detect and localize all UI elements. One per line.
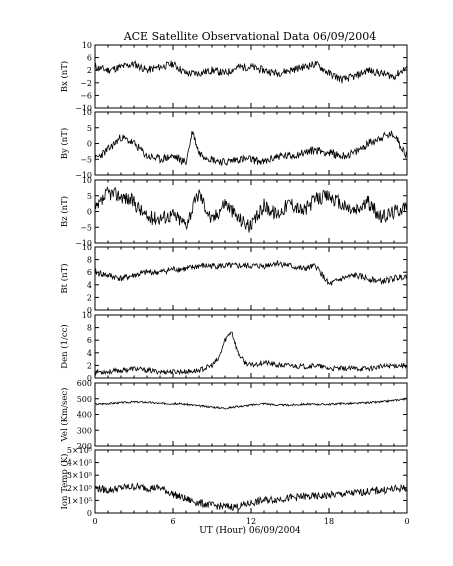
y-tick-label: 0 [87, 374, 92, 383]
y-axis-label: Ion Temp (K) [59, 454, 70, 510]
panel-frame [94, 449, 408, 514]
x-tick-label: 0 [92, 517, 97, 526]
panel-frame [94, 111, 408, 176]
y-tick-label: 5 [87, 124, 92, 133]
x-tick-label: 0 [404, 517, 409, 526]
panel-frame [94, 246, 408, 311]
y-tick-label: 2×10⁵ [67, 484, 92, 493]
y-axis-label: Bt (nT) [59, 263, 70, 293]
series-line [94, 482, 408, 512]
series-line [94, 331, 408, 376]
y-tick-label: 1×10⁵ [67, 496, 92, 505]
y-tick-label: 4 [87, 349, 92, 358]
panel-6: 600 500 400 300 200 Vel (Km/sec) [59, 379, 408, 451]
y-axis-label: Den (1/cc) [59, 324, 70, 368]
y-tick-label: −10 [75, 239, 92, 248]
y-tick-label: 2 [87, 293, 92, 302]
y-tick-label: 8 [87, 256, 92, 265]
y-tick-label: 0 [87, 509, 92, 518]
y-tick-label: 400 [77, 411, 92, 420]
series-line [94, 130, 408, 167]
y-tick-label: 0 [87, 208, 92, 217]
y-tick-label: 10 [82, 243, 92, 252]
panel-1: 10 6 2 −2 −6 −10 Bx (nT) [59, 41, 408, 113]
y-axis-label: Vel (Km/sec) [59, 388, 70, 443]
panel-frame [94, 382, 408, 447]
series-line [94, 260, 408, 286]
y-axis-label: Bz (nT) [59, 196, 70, 227]
series-line [94, 185, 408, 233]
y-tick-label: 0 [87, 140, 92, 149]
y-tick-label: −2 [80, 79, 92, 88]
y-tick-label: 500 [77, 395, 92, 404]
panel-2: 10 5 0 −5 −10 By (nT) [59, 108, 408, 180]
y-tick-label: 10 [82, 176, 92, 185]
y-tick-label: 6 [87, 268, 92, 277]
y-axis-label: By (nT) [59, 128, 70, 160]
y-tick-label: 600 [77, 379, 92, 388]
y-tick-label: 6 [87, 336, 92, 345]
x-tick-label: 6 [170, 517, 175, 526]
panels: 10 6 2 −2 −6 −10 Bx (nT) 10 5 0 −5 −10 By (nT) 10 5 0 −5… [59, 41, 410, 526]
y-axis-label: Bx (nT) [59, 61, 70, 93]
y-tick-label: 10 [82, 41, 92, 50]
series-line [94, 397, 408, 410]
y-tick-label: 8 [87, 324, 92, 333]
y-tick-label: 4 [87, 281, 92, 290]
x-tick-label: 12 [246, 517, 256, 526]
y-tick-label: 300 [77, 426, 92, 435]
figure-title: ACE Satellite Observational Data 06/09/2… [123, 30, 377, 43]
y-tick-label: −6 [80, 91, 92, 100]
y-tick-label: 2 [87, 361, 92, 370]
y-tick-label: 6 [87, 54, 92, 63]
y-tick-label: 200 [77, 442, 92, 451]
y-tick-label: 10 [82, 108, 92, 117]
series-line [94, 59, 408, 84]
y-tick-label: 5×10⁵ [67, 446, 92, 455]
y-tick-label: 0 [87, 306, 92, 315]
y-tick-label: −5 [80, 223, 92, 232]
panel-3: 10 5 0 −5 −10 Bz (nT) [59, 176, 408, 248]
y-tick-label: −10 [75, 104, 92, 113]
panel-7: 5×10⁵ 4×10⁵ 3×10⁵ 2×10⁵ 1×10⁵ 0 Ion Temp (K) [59, 446, 408, 518]
panel-5: 10 8 6 4 2 0 Den (1/cc) [59, 311, 408, 383]
y-tick-label: 10 [82, 311, 92, 320]
y-tick-label: 2 [87, 66, 92, 75]
y-tick-label: −10 [75, 171, 92, 180]
y-tick-label: 4×10⁵ [67, 459, 92, 468]
y-tick-label: 5 [87, 192, 92, 201]
panel-4: 10 8 6 4 2 0 Bt (nT) [59, 243, 408, 315]
x-axis-label: UT (Hour) 06/09/2004 [199, 525, 301, 536]
x-tick-label: 18 [324, 517, 334, 526]
y-tick-label: −5 [80, 155, 92, 164]
y-tick-label: 3×10⁵ [67, 471, 92, 480]
